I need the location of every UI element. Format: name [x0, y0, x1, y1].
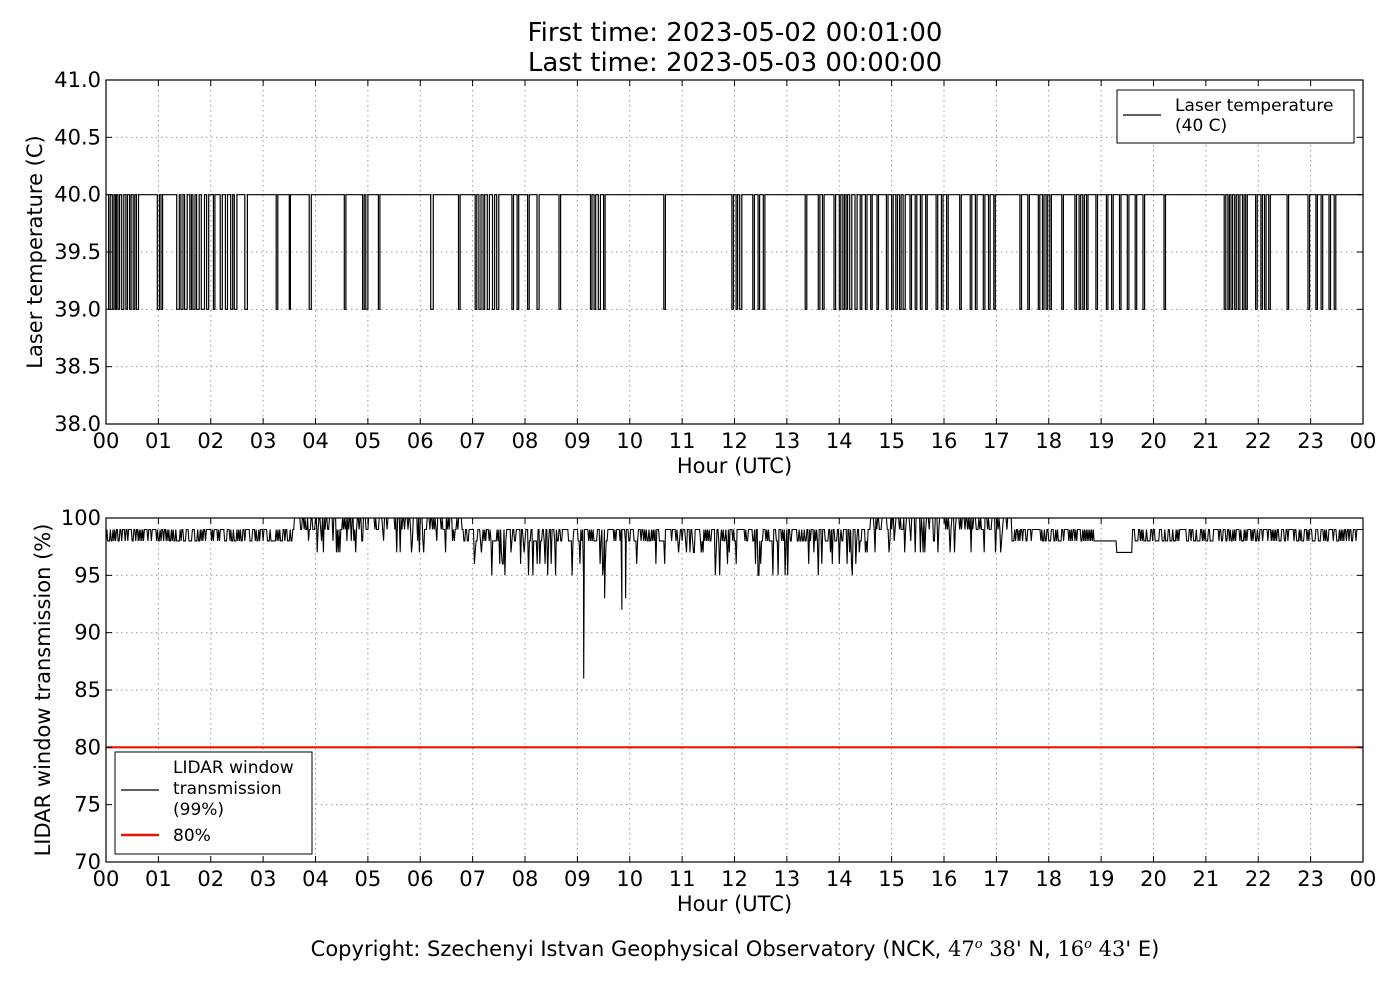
copyright-footer: Copyright: Szechenyi Istvan Geophysical …: [0, 937, 1400, 961]
x-tick-label: 06: [407, 429, 434, 453]
y-tick-label: 39.0: [54, 297, 101, 321]
y-tick-label: 75: [74, 793, 101, 817]
x-tick-label: 15: [878, 867, 905, 891]
x-tick-label: 07: [459, 429, 486, 453]
legend-label-laser: Laser temperature: [1175, 96, 1333, 116]
x-tick-label: 23: [1297, 867, 1324, 891]
y-tick-label: 85: [74, 678, 101, 702]
x-tick-label: 08: [512, 867, 539, 891]
legend-box: [1116, 89, 1355, 144]
y-tick-label: 80: [74, 735, 101, 759]
x-axis-label: Hour (UTC): [677, 454, 792, 478]
x-tick-label: 00: [93, 429, 120, 453]
y-tick-label: 38.5: [54, 355, 101, 379]
x-tick-label: 19: [1088, 429, 1115, 453]
x-tick-label: 06: [407, 867, 434, 891]
x-tick-label: 15: [878, 429, 905, 453]
x-tick-label: 09: [564, 429, 591, 453]
latitude-suffix: ' N,: [1015, 937, 1058, 961]
longitude-suffix: ' E): [1125, 937, 1160, 961]
x-tick-label: 01: [145, 429, 172, 453]
x-tick-label: 20: [1140, 429, 1167, 453]
x-tick-label: 00: [1350, 867, 1377, 891]
legend-box: [114, 751, 313, 855]
x-tick-label: 21: [1193, 429, 1220, 453]
x-tick-label: 09: [564, 867, 591, 891]
x-tick-label: 10: [616, 867, 643, 891]
x-tick-label: 13: [774, 429, 801, 453]
laser-temperature-line: [106, 194, 1363, 310]
x-tick-label: 08: [512, 429, 539, 453]
y-tick-label: 100: [61, 506, 101, 530]
x-tick-label: 12: [721, 429, 748, 453]
x-tick-label: 03: [250, 429, 277, 453]
latitude-minutes: 38: [982, 937, 1016, 961]
x-tick-label: 13: [774, 867, 801, 891]
x-tick-label: 04: [302, 429, 329, 453]
y-tick-label: 70: [74, 850, 101, 874]
x-tick-label: 23: [1297, 429, 1324, 453]
x-tick-label: 03: [250, 867, 277, 891]
x-tick-label: 04: [302, 867, 329, 891]
x-tick-label: 16: [931, 429, 958, 453]
x-tick-label: 22: [1245, 867, 1272, 891]
y-tick-label: 39.5: [54, 240, 101, 264]
x-tick-label: 00: [93, 867, 120, 891]
chart-title-line1: First time: 2023-05-02 00:01:00: [527, 18, 943, 48]
x-tick-label: 18: [1035, 429, 1062, 453]
legend-label-laser: (40 C): [1175, 116, 1227, 136]
x-tick-label: 14: [826, 429, 853, 453]
x-tick-label: 05: [355, 429, 382, 453]
x-tick-label: 02: [197, 867, 224, 891]
x-tick-label: 21: [1193, 867, 1220, 891]
x-tick-label: 02: [197, 429, 224, 453]
x-tick-label: 22: [1245, 429, 1272, 453]
x-tick-label: 00: [1350, 429, 1377, 453]
latitude-degrees: 47o: [947, 937, 983, 961]
y-axis-label: LIDAR window transmission (%): [31, 524, 55, 857]
x-tick-label: 17: [983, 867, 1010, 891]
y-tick-label: 40.0: [54, 183, 101, 207]
legend: Laser temperature(40 C): [1116, 89, 1355, 144]
legend-label-lidar: LIDAR window: [173, 758, 294, 778]
x-tick-label: 20: [1140, 867, 1167, 891]
legend-label-threshold: 80%: [173, 826, 211, 846]
legend-label-lidar: (99%): [173, 800, 224, 820]
x-tick-label: 17: [983, 429, 1010, 453]
laser-temperature-panel: 00 01 02 03 04 05 06 07 08 09 10 11 12 13 14 15 16 17 18 19…: [23, 68, 1376, 478]
x-tick-label: 14: [826, 867, 853, 891]
x-tick-label: 19: [1088, 867, 1115, 891]
x-tick-label: 05: [355, 867, 382, 891]
copyright-text: Copyright: Szechenyi Istvan Geophysical …: [310, 937, 948, 961]
x-tick-label: 11: [669, 429, 696, 453]
y-tick-label: 90: [74, 621, 101, 645]
x-tick-label: 01: [145, 867, 172, 891]
x-tick-label: 18: [1035, 867, 1062, 891]
y-tick-label: 95: [74, 563, 101, 587]
y-tick-label: 38.0: [54, 412, 101, 436]
x-tick-label: 11: [669, 867, 696, 891]
x-tick-label: 12: [721, 867, 748, 891]
legend-label-lidar: transmission: [173, 779, 282, 799]
chart-title-line2: Last time: 2023-05-03 00:00:00: [527, 48, 943, 78]
x-tick-label: 07: [459, 867, 486, 891]
y-tick-label: 41.0: [54, 68, 101, 92]
y-tick-label: 40.5: [54, 125, 101, 149]
x-axis-label: Hour (UTC): [677, 892, 792, 916]
lidar-transmission-panel: 00 01 02 03 04 05 06 07 08 09 10 11 12 13 14 15 16 17 18 19…: [31, 506, 1376, 916]
longitude-degrees: 16o: [1057, 937, 1092, 961]
longitude-minutes: 43: [1092, 937, 1126, 961]
x-tick-label: 10: [616, 429, 643, 453]
x-tick-label: 16: [931, 867, 958, 891]
y-axis-label: Laser temperature (C): [23, 135, 47, 368]
